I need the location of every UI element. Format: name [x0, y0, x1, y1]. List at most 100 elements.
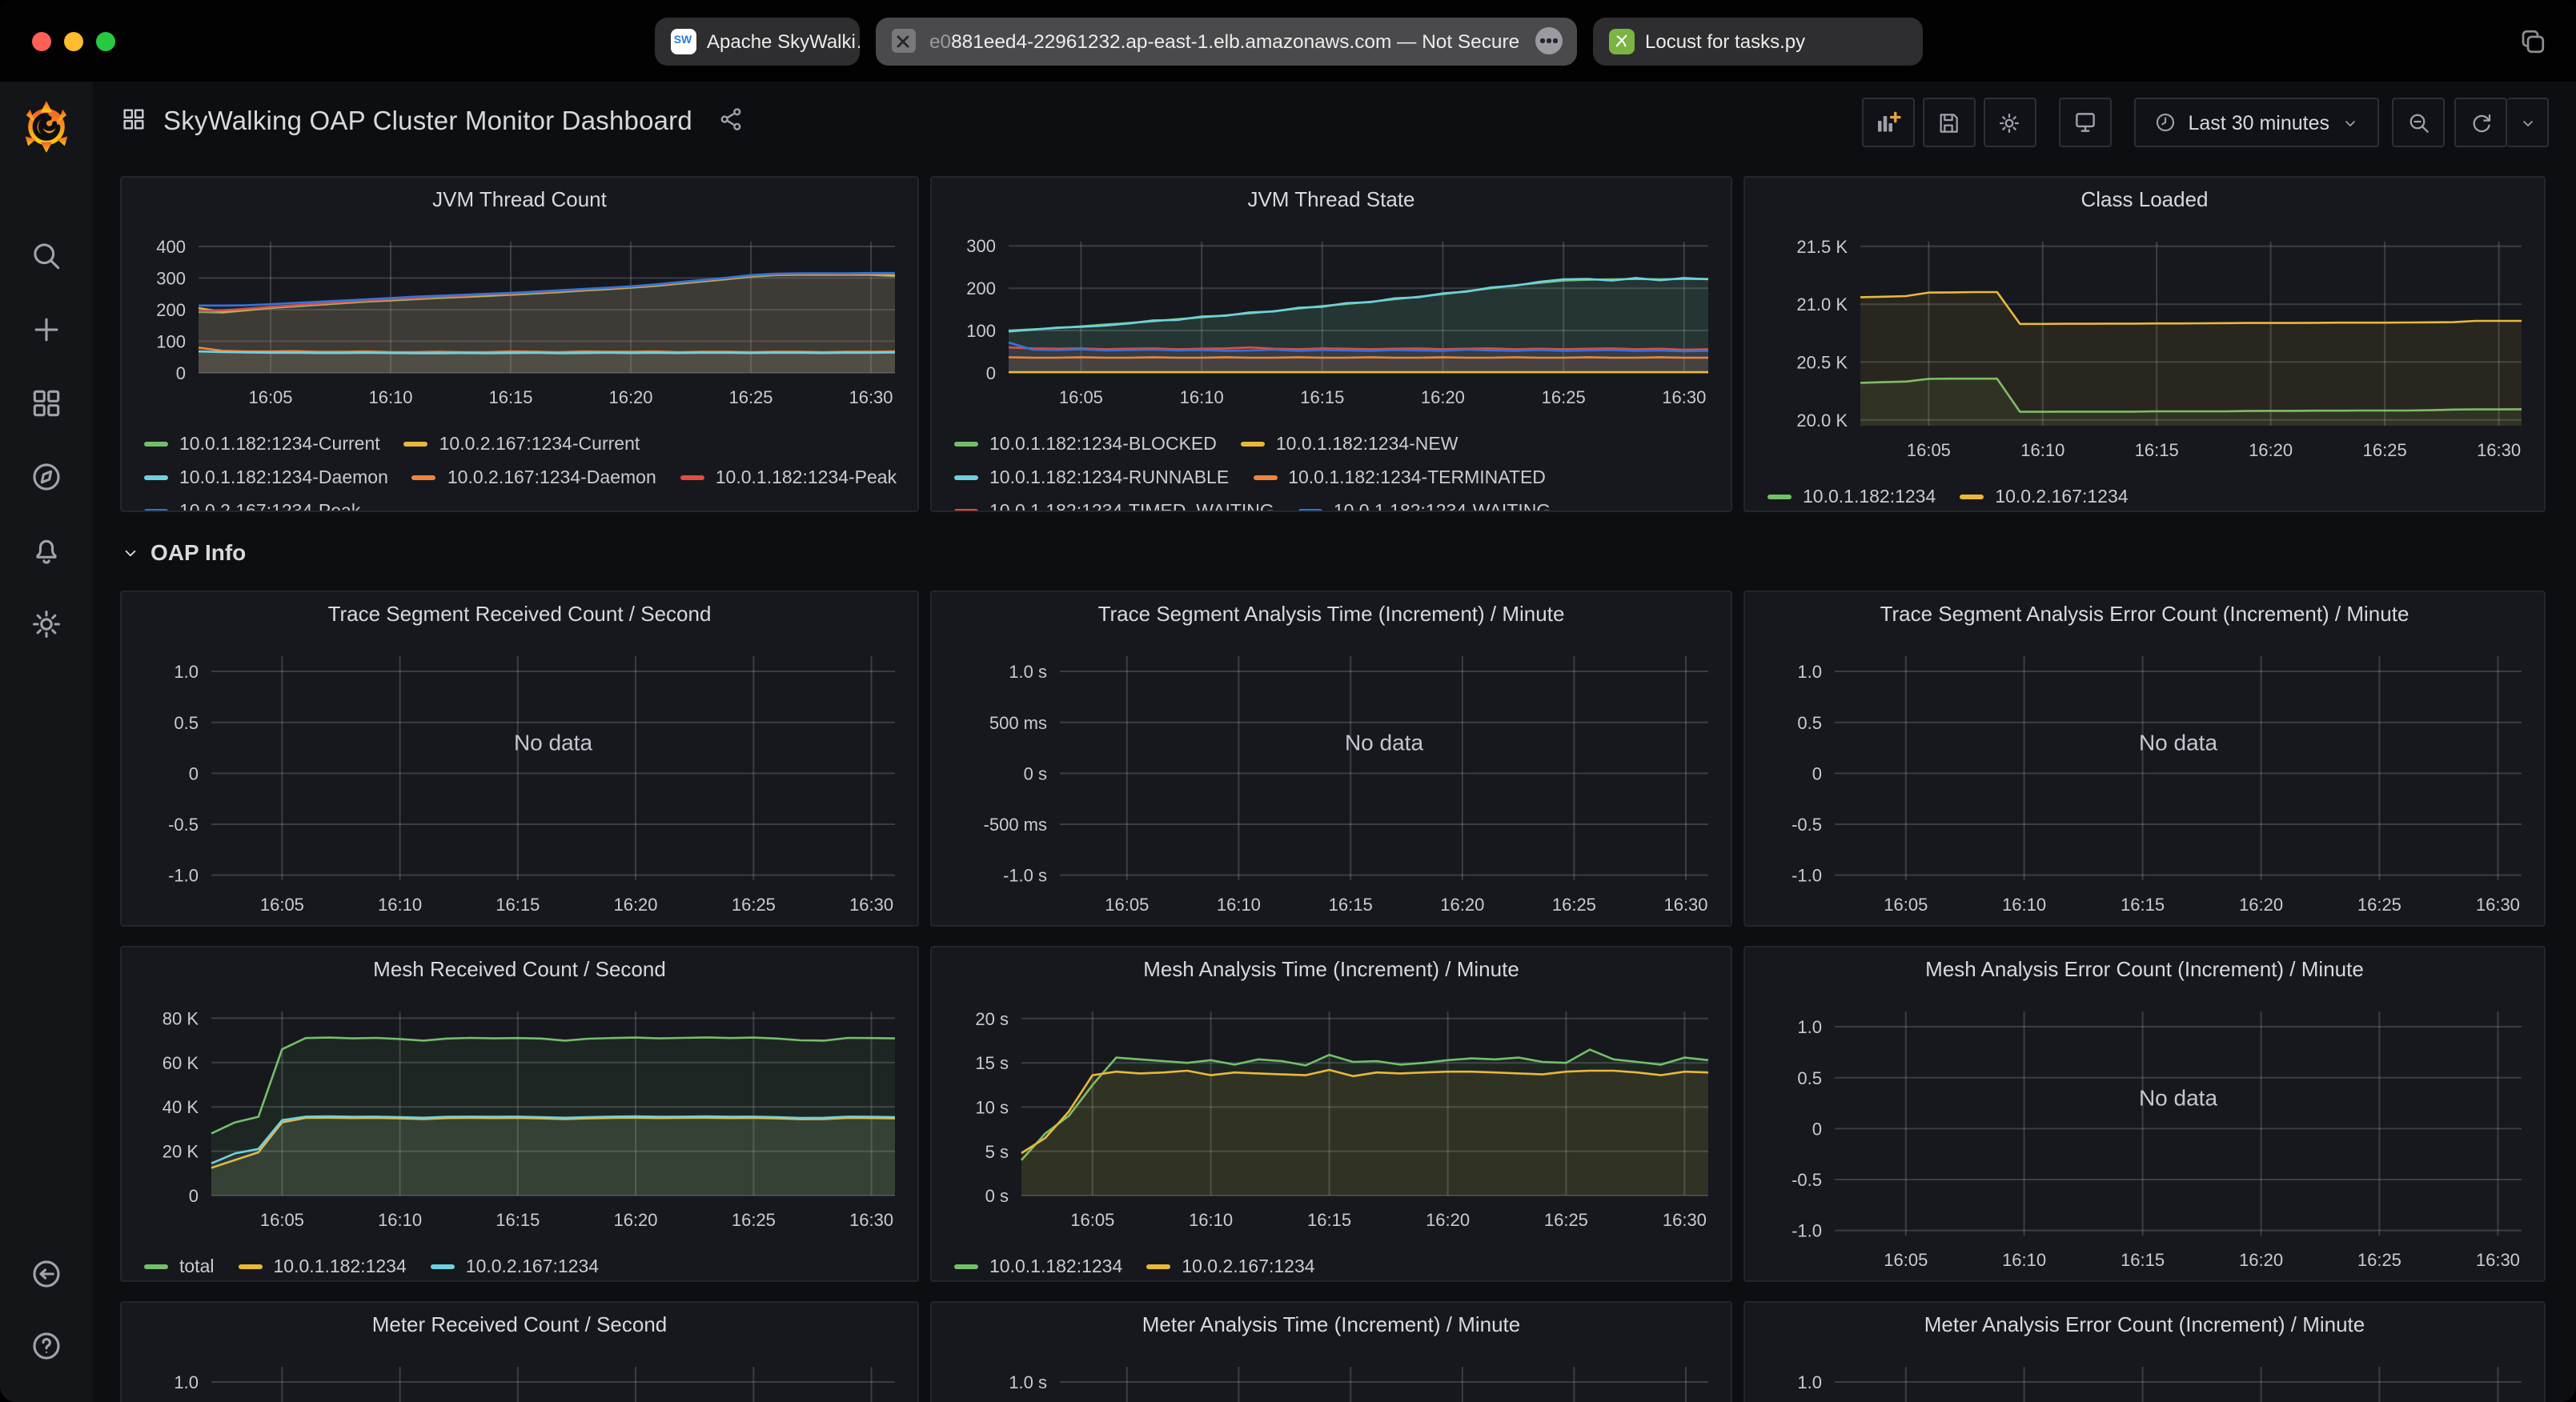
chart-meter-received-count-second[interactable]: 1.00.50-0.5-1.016:0516:1016:1516:2016:25…	[131, 1344, 911, 1402]
legend-item[interactable]: 10.0.1.182:1234-BLOCKED	[954, 435, 1217, 454]
chart-trace-segment-analysis-error-count-increment-minute[interactable]: 1.00.50-0.5-1.016:0516:1016:1516:2016:25…	[1755, 634, 2538, 927]
locust-favicon-icon	[1608, 28, 1634, 54]
y-tick-label: 100	[156, 331, 186, 351]
chart-jvm-thread-count[interactable]: 010020030040016:0516:1016:1516:2016:2516…	[131, 219, 911, 421]
tab-active-grafana[interactable]: e0881eed4-22961232.ap-east-1.elb.amazona…	[875, 17, 1576, 65]
y-tick-label: 0	[189, 763, 199, 783]
create-plus-icon[interactable]	[19, 302, 74, 357]
panel-title[interactable]: Meter Analysis Error Count (Increment) /…	[1755, 1303, 2534, 1344]
search-icon[interactable]	[19, 229, 74, 283]
legend-label: 10.0.1.182:1234-Daemon	[179, 468, 388, 487]
y-tick-label: 20 K	[163, 1142, 199, 1162]
panel-title[interactable]: Meter Received Count / Second	[131, 1303, 908, 1344]
legend-item[interactable]: 10.0.1.182:1234-RUNNABLE	[954, 468, 1229, 487]
x-tick-label: 16:05	[260, 1210, 304, 1230]
legend-item[interactable]: 10.0.1.182:1234-TIMED_WAITING	[954, 502, 1274, 512]
legend-item[interactable]: 10.0.1.182:1234	[954, 1257, 1122, 1276]
panel-title[interactable]: JVM Thread State	[941, 178, 1721, 219]
add-panel-button[interactable]	[1862, 98, 1915, 147]
legend-item[interactable]: 10.0.1.182:1234-WAITING	[1298, 502, 1551, 512]
cycle-view-button[interactable]	[2059, 98, 2112, 147]
legend-dash-icon	[954, 475, 978, 480]
explore-compass-icon[interactable]	[19, 450, 74, 504]
zoom-out-time-button[interactable]	[2392, 98, 2445, 147]
y-tick-label: 0.5	[1797, 713, 1822, 733]
panel-title[interactable]: Meter Analysis Time (Increment) / Minute	[941, 1303, 1721, 1344]
panel-title[interactable]: Class Loaded	[1755, 178, 2534, 219]
legend-dash-icon	[1960, 495, 1984, 499]
x-tick-label: 16:20	[1421, 387, 1465, 407]
legend-item[interactable]: 10.0.2.167:1234-Peak	[144, 502, 360, 512]
sign-in-icon[interactable]	[19, 1247, 74, 1301]
chart-trace-segment-received-count-second[interactable]: 1.00.50-0.5-1.016:0516:1016:1516:2016:25…	[131, 634, 911, 927]
x-tick-label: 16:15	[1300, 387, 1344, 407]
refresh-button[interactable]	[2454, 98, 2507, 147]
legend-item[interactable]: 10.0.2.167:1234-Current	[404, 435, 640, 454]
x-tick-label: 16:30	[1662, 387, 1706, 407]
legend-label: 10.0.2.167:1234	[1182, 1257, 1314, 1276]
legend-item[interactable]: total	[144, 1257, 215, 1276]
sidebar-menu	[19, 229, 74, 651]
legend-item[interactable]: 10.0.2.167:1234	[431, 1257, 599, 1276]
legend-item[interactable]: 10.0.2.167:1234-Daemon	[412, 468, 656, 487]
x-tick-label: 16:05	[1884, 895, 1928, 915]
y-tick-label: 300	[966, 236, 996, 256]
y-tick-label: 0 s	[985, 1186, 1009, 1206]
panel-title[interactable]: JVM Thread Count	[131, 178, 908, 219]
legend-item[interactable]: 10.0.1.182:1234-Current	[144, 435, 380, 454]
chart-mesh-analysis-time-increment-minute[interactable]: 0 s5 s10 s15 s20 s16:0516:1016:1516:2016…	[941, 989, 1724, 1244]
legend-dash-icon	[1253, 475, 1277, 480]
legend-dash-icon	[144, 475, 168, 480]
y-tick-label: 0 s	[1024, 763, 1047, 783]
tab-locust[interactable]: Locust for tasks.py	[1592, 17, 1922, 65]
chart-meter-analysis-time-increment-minute[interactable]: 1.0 s500 ms0 s-500 ms-1.0 s16:0516:1016:…	[941, 1344, 1724, 1402]
save-dashboard-button[interactable]	[1923, 98, 1976, 147]
legend-label: 10.0.1.182:1234-BLOCKED	[989, 435, 1217, 454]
panel-title[interactable]: Trace Segment Analysis Time (Increment) …	[941, 592, 1721, 634]
refresh-interval-dropdown[interactable]	[2507, 98, 2549, 147]
legend-item[interactable]: 10.0.2.167:1234	[1960, 487, 2128, 507]
panel-title[interactable]: Mesh Received Count / Second	[131, 947, 908, 989]
x-tick-label: 16:30	[2476, 895, 2520, 915]
tab-more-icon[interactable]	[1535, 27, 1563, 54]
y-tick-label: 21.5 K	[1796, 237, 1848, 257]
legend-item[interactable]: 10.0.1.182:1234-Peak	[680, 468, 897, 487]
legend-item[interactable]: 10.0.1.182:1234-TERMINATED	[1253, 468, 1546, 487]
zoom-window-button[interactable]	[96, 32, 115, 51]
panel-title[interactable]: Trace Segment Received Count / Second	[131, 592, 908, 634]
alerting-bell-icon[interactable]	[19, 523, 74, 578]
time-range-picker[interactable]: Last 30 minutes	[2134, 98, 2380, 147]
chart-jvm-thread-state[interactable]: 010020030016:0516:1016:1516:2016:2516:30	[941, 219, 1724, 421]
tab-overview-icon[interactable]	[2518, 27, 2547, 64]
chart-meter-analysis-error-count-increment-minute[interactable]: 1.00.50-0.5-1.016:0516:1016:1516:2016:25…	[1755, 1344, 2538, 1402]
legend-item[interactable]: 10.0.1.182:1234-Daemon	[144, 468, 388, 487]
chart-mesh-analysis-error-count-increment-minute[interactable]: 1.00.50-0.5-1.016:0516:1016:1516:2016:25…	[1755, 989, 2538, 1282]
legend-dash-icon	[680, 475, 704, 480]
legend-item[interactable]: 10.0.1.182:1234-NEW	[1241, 435, 1459, 454]
dashboards-icon[interactable]	[19, 376, 74, 431]
help-icon[interactable]	[19, 1319, 74, 1373]
page-title[interactable]: SkyWalking OAP Cluster Monitor Dashboard	[163, 107, 692, 138]
chart-trace-segment-analysis-time-increment-minute[interactable]: 1.0 s500 ms0 s-500 ms-1.0 s16:0516:1016:…	[941, 634, 1724, 927]
dashboard-settings-button[interactable]	[1984, 98, 2036, 147]
chart-mesh-received-count-second[interactable]: 020 K40 K60 K80 K16:0516:1016:1516:2016:…	[131, 989, 911, 1244]
close-window-button[interactable]	[32, 32, 51, 51]
panel-title[interactable]: Trace Segment Analysis Error Count (Incr…	[1755, 592, 2534, 634]
configuration-gear-icon[interactable]	[19, 597, 74, 651]
x-tick-label: 16:25	[1542, 387, 1586, 407]
legend-item[interactable]: 10.0.2.167:1234	[1146, 1257, 1314, 1276]
legend-item[interactable]: 10.0.1.182:1234	[239, 1257, 407, 1276]
legend-item[interactable]: 10.0.1.182:1234	[1767, 487, 1936, 507]
section-header-oap-info[interactable]: OAP Info	[120, 531, 2549, 573]
series-line-10-0-1-182-1234-terminated	[1009, 357, 1708, 358]
tab-close-icon[interactable]	[891, 29, 915, 53]
panel-title[interactable]: Mesh Analysis Time (Increment) / Minute	[941, 947, 1721, 989]
y-tick-label: 80 K	[163, 1008, 199, 1028]
legend-label: 10.0.2.167:1234-Daemon	[447, 468, 656, 487]
grafana-logo[interactable]	[16, 94, 77, 155]
chart-class-loaded[interactable]: 20.0 K20.5 K21.0 K21.5 K16:0516:1016:151…	[1755, 219, 2538, 474]
tab-apache-skywalking[interactable]: SW Apache SkyWalki…	[654, 17, 859, 65]
minimize-window-button[interactable]	[64, 32, 83, 51]
panel-title[interactable]: Mesh Analysis Error Count (Increment) / …	[1755, 947, 2534, 989]
share-dashboard-icon[interactable]	[718, 105, 745, 140]
